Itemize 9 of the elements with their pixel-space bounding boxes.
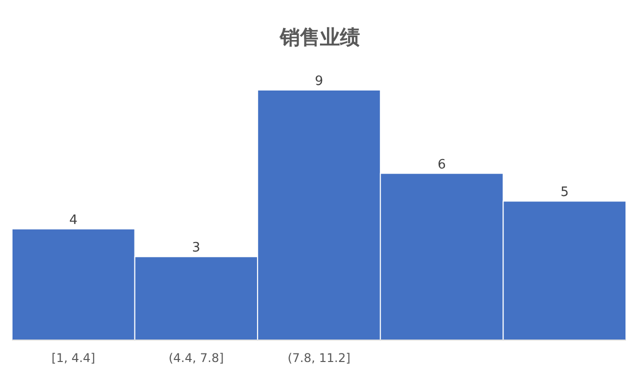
chart-title: 销售业绩 bbox=[279, 25, 360, 49]
x-tick-label: (7.8, 11.2] bbox=[288, 351, 350, 365]
x-tick-label: [1, 4.4] bbox=[52, 351, 96, 365]
x-tick-label: (4.4, 7.8] bbox=[168, 351, 224, 365]
data-label: 9 bbox=[314, 74, 324, 89]
data-label: 6 bbox=[438, 157, 446, 172]
data-label: 4 bbox=[69, 212, 78, 228]
data-label: 3 bbox=[192, 240, 200, 256]
data-label: 5 bbox=[560, 185, 569, 200]
